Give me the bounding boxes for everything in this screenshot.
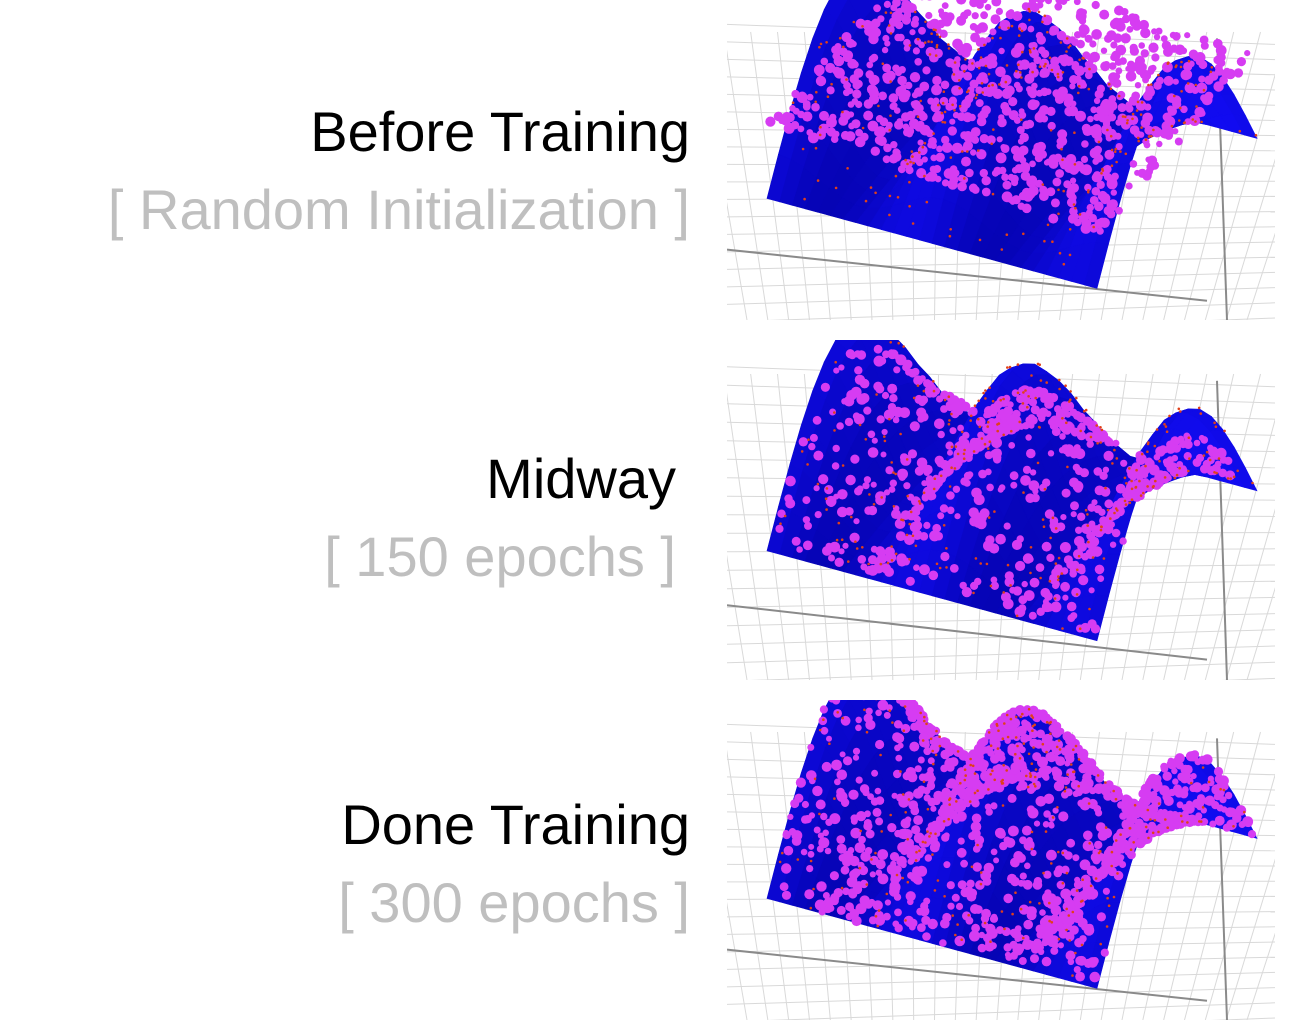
panel-subtitle: [ 300 epochs ] — [338, 871, 690, 934]
panel-title: Midway — [486, 447, 676, 510]
sample-points — [778, 700, 1246, 977]
panel-label: Done Training [ 300 epochs ] — [338, 786, 690, 942]
plot-scene — [727, 340, 1275, 680]
predicted-points — [765, 0, 1251, 235]
surface-plot-svg — [727, 340, 1275, 680]
surface-plot — [727, 700, 1275, 1020]
sample-points — [779, 341, 1254, 630]
panel-title: Before Training — [310, 100, 690, 163]
sample-points — [791, 7, 1258, 266]
surface — [766, 0, 1258, 289]
panel-label: Midway [ 150 epochs ] — [324, 440, 676, 596]
panel-done-training: Done Training [ 300 epochs ] — [0, 700, 1297, 1020]
plot-scene — [727, 0, 1275, 320]
plot-scene — [727, 700, 1275, 1020]
panel-title: Done Training — [341, 793, 690, 856]
panel-before-training: Before Training [ Random Initialization … — [0, 0, 1297, 330]
surface-plot-svg — [727, 0, 1275, 320]
predicted-points — [775, 344, 1236, 634]
panel-midway: Midway [ 150 epochs ] — [0, 340, 1297, 680]
surface-plot — [727, 0, 1275, 320]
surface-plot — [727, 340, 1275, 680]
panel-label: Before Training [ Random Initialization … — [108, 93, 690, 249]
panel-subtitle: [ 150 epochs ] — [324, 525, 676, 588]
panel-subtitle: [ Random Initialization ] — [107, 178, 690, 241]
predicted-points — [779, 700, 1257, 983]
surface-plot-svg — [727, 700, 1275, 1020]
